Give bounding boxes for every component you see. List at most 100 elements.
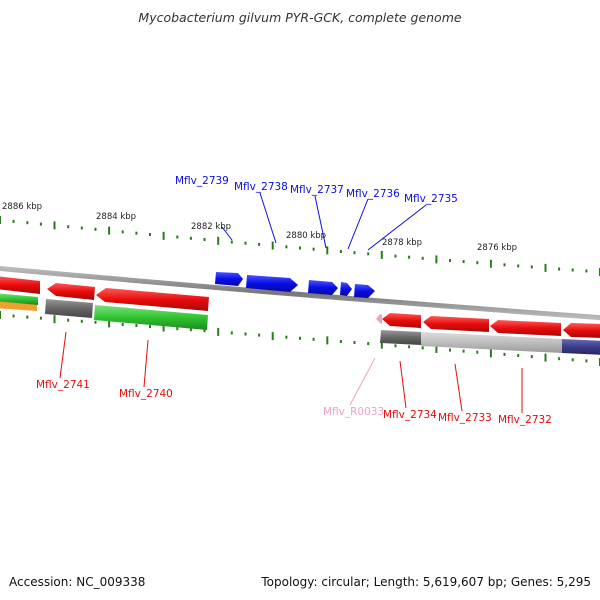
inner-scale-tick — [203, 329, 206, 333]
inner-scale-tick — [449, 348, 451, 352]
track-gray-left — [45, 299, 93, 318]
gene-arrow-left-edge[interactable] — [0, 276, 40, 294]
outer-scale-tick — [80, 226, 83, 230]
track-purple — [562, 339, 600, 355]
outer-scale-tick — [585, 269, 588, 273]
gene-arrow-mflv-2736[interactable] — [340, 282, 352, 296]
inner-scale-tick — [244, 332, 247, 336]
gene-arrow-mflv-2734[interactable] — [382, 313, 421, 328]
track-gray-right — [380, 330, 421, 345]
gene-label-mflv-2732[interactable]: Mflv_2732 — [498, 414, 552, 426]
inner-scale-tick — [189, 328, 192, 332]
inner-scale-tick — [394, 344, 397, 348]
inner-scale-tick — [339, 340, 342, 343]
outer-scale-tick — [26, 221, 29, 225]
outer-scale-tick — [530, 265, 533, 269]
outer-scale-tick — [489, 259, 492, 268]
inner-scale-tick — [380, 340, 383, 349]
gene-arrow-mflv-2735[interactable] — [354, 284, 375, 298]
gene-arrow-mflv-2740-upper[interactable] — [96, 288, 209, 311]
inner-scale-tick — [162, 323, 165, 332]
outer-scale-tick — [517, 264, 520, 268]
inner-scale-tick — [0, 311, 1, 319]
inner-scale-tick — [299, 336, 301, 340]
inner-scale-tick — [462, 349, 465, 353]
accession-text: Accession: NC_009338 — [9, 575, 146, 589]
scale-label-2886: 2886 kbp — [2, 202, 42, 212]
gene-arrow-mflv-2733[interactable] — [423, 316, 489, 332]
gene-label-mflv-2739[interactable]: Mflv_2739 — [175, 175, 229, 187]
inner-scale-tick — [517, 354, 520, 357]
inner-scale-tick — [312, 337, 315, 341]
inner-scale-tick — [435, 345, 438, 353]
inner-scale-tick — [67, 318, 70, 322]
inner-scale-tick — [271, 332, 274, 341]
outer-scale-tick — [421, 256, 424, 260]
track-green-left — [0, 293, 38, 305]
inner-scale-tick — [176, 327, 179, 331]
genome-summary-text: Topology: circular; Length: 5,619,607 bp… — [261, 575, 591, 589]
gene-arrow-mflv-2741[interactable] — [47, 283, 95, 300]
outer-scale-tick — [230, 240, 233, 244]
bottom-leader-lines — [59, 331, 523, 413]
inner-scale-tick — [258, 333, 261, 337]
gene-label-mflv-2737[interactable]: Mflv_2737 — [290, 184, 344, 196]
outer-scale-tick — [0, 216, 1, 224]
gene-arrow-right-edge[interactable] — [563, 323, 600, 338]
inner-scale-tick — [353, 341, 356, 344]
gene-arrow-mflv-2732[interactable] — [490, 320, 561, 336]
gene-label-mflv-r0033[interactable]: Mflv_R0033 — [323, 406, 384, 418]
gene-label-mflv-2740[interactable]: Mflv_2740 — [119, 388, 173, 400]
outer-scale-tick — [94, 227, 97, 231]
gene-label-mflv-2735[interactable]: Mflv_2735 — [404, 193, 458, 205]
inner-scale-tick — [367, 342, 370, 346]
outer-scale-tick — [408, 255, 411, 259]
genome-backbone — [0, 265, 600, 321]
gene-label-mflv-2738[interactable]: Mflv_2738 — [234, 181, 288, 193]
outer-scale-tick — [176, 235, 179, 239]
gene-label-mflv-2741[interactable]: Mflv_2741 — [36, 379, 90, 391]
outer-scale-tick — [544, 263, 547, 272]
inner-scale-tick — [326, 336, 329, 345]
inner-scale-tick — [12, 314, 15, 318]
gene-arrow-mflv-2739[interactable] — [215, 272, 243, 286]
inner-scale-tick — [476, 350, 479, 354]
gene-label-mflv-2733[interactable]: Mflv_2733 — [438, 412, 492, 424]
outer-scale-tick — [108, 226, 111, 235]
inner-scale-tick — [530, 355, 533, 359]
outer-scale-tick — [39, 222, 42, 226]
outer-scale-tick — [12, 219, 15, 223]
inner-scale-tick — [94, 320, 97, 324]
gene-arrow-mflv-r0033[interactable] — [376, 314, 382, 324]
inner-scale-tick — [558, 357, 561, 361]
inner-scale-tick — [135, 324, 138, 327]
inner-scale-tick — [544, 353, 547, 362]
outer-scale-tick — [203, 238, 206, 241]
inner-scale-tick — [585, 359, 588, 363]
scale-label-2876: 2876 kbp — [477, 243, 517, 253]
outer-scale-tick — [149, 233, 151, 236]
inner-scale-tick — [108, 319, 111, 328]
inner-scale-tick — [489, 349, 492, 358]
outer-scale-tick — [244, 241, 247, 245]
inner-scale-tick — [217, 327, 220, 336]
gene-arrow-mflv-2737[interactable] — [308, 280, 338, 295]
gene-label-mflv-2736[interactable]: Mflv_2736 — [346, 188, 400, 200]
inner-scale-tick — [80, 319, 83, 323]
gene-arrow-mflv-2738[interactable] — [246, 275, 298, 292]
gene-label-mflv-2734[interactable]: Mflv_2734 — [383, 409, 437, 421]
outer-scale-tick — [571, 268, 574, 272]
inner-scale-tick — [285, 335, 288, 339]
outer-scale-tick — [435, 255, 438, 264]
outer-scale-tick — [353, 251, 356, 255]
inner-scale-tick — [408, 345, 411, 349]
outer-scale-tick — [299, 246, 301, 250]
outer-scale-tick — [326, 246, 329, 255]
inner-scale-tick — [421, 346, 424, 350]
scale-label-2882: 2882 kbp — [191, 222, 231, 232]
top-leader-lines — [221, 192, 427, 251]
inner-scale-tick — [503, 352, 506, 356]
outer-scale-tick — [285, 245, 288, 249]
